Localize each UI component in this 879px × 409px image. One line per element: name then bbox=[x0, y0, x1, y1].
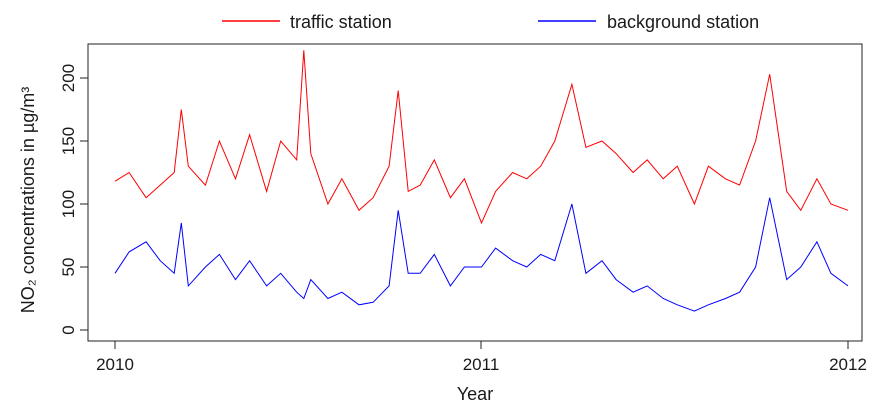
x-tick-label-2010: 2010 bbox=[96, 355, 134, 374]
x-tick-label-2012: 2012 bbox=[829, 355, 867, 374]
y-tick-label-150: 150 bbox=[59, 127, 78, 155]
y-tick-label-100: 100 bbox=[59, 190, 78, 218]
legend-label-traffic-station: traffic station bbox=[290, 12, 392, 32]
series-line-traffic-station bbox=[114, 50, 849, 225]
legend-label-background-station: background station bbox=[607, 12, 759, 32]
legend: traffic station background station bbox=[222, 12, 759, 32]
y-tick-label-200: 200 bbox=[59, 64, 78, 92]
y-tick-label-50: 50 bbox=[59, 258, 78, 277]
x-axis-title: Year bbox=[457, 384, 493, 404]
y-tick-label-0: 0 bbox=[59, 325, 78, 334]
series-line-background-station bbox=[114, 197, 849, 312]
x-tick-label-2011: 2011 bbox=[463, 355, 500, 374]
plot-frame bbox=[87, 43, 863, 342]
y-axis-title: NO₂ concentrations in µg/m³ bbox=[18, 87, 38, 313]
x-axis: 2010 2011 2012 Year bbox=[96, 340, 867, 404]
y-axis: 0 50 100 150 200 NO₂ concentrations in µ… bbox=[18, 64, 89, 335]
